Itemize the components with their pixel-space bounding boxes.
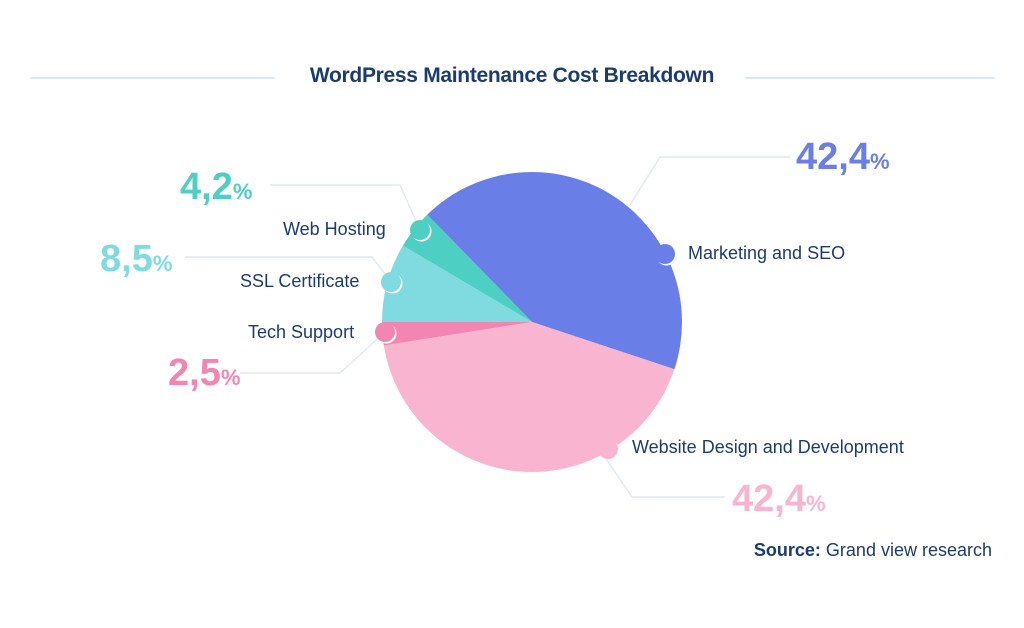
label-web-hosting: Web Hosting	[283, 219, 386, 239]
leader-website-design	[599, 449, 725, 498]
pie-slice-web-hosting	[402, 214, 532, 322]
dot-ssl-certificate	[381, 272, 401, 292]
label-marketing-seo: Marketing and SEO	[688, 243, 846, 263]
label-ssl-certificate: SSL Certificate	[240, 271, 360, 291]
leader-web-hosting	[270, 184, 421, 231]
dot-web-hosting	[410, 220, 430, 240]
leader-tech-support	[240, 331, 386, 374]
label-website-design: Website Design and Development	[632, 437, 904, 457]
title-rule-right	[745, 77, 995, 79]
value-website-design: 42,4%	[732, 478, 826, 520]
source-note: Source: Grand view research	[753, 540, 992, 560]
title-rule-left	[30, 77, 275, 79]
pie-slice-marketing-and-seo	[427, 171, 683, 370]
dot-marketing-and-seo	[655, 244, 675, 264]
leader-ssl-certificate	[185, 256, 392, 283]
value-web-hosting: 4,2%	[180, 166, 253, 208]
leader-marketing-seo	[629, 156, 790, 206]
pie-slice-website-design-and-development	[383, 322, 675, 473]
label-tech-support: Tech Support	[248, 322, 355, 342]
chart-title: WordPress Maintenance Cost Breakdown	[309, 64, 715, 87]
value-marketing-seo: 42,4%	[796, 136, 890, 178]
pie-slice-tech-support	[382, 322, 532, 346]
dot-website-design-and-development	[598, 439, 618, 459]
value-ssl-certificate: 8,5%	[100, 238, 173, 280]
pie-slice-ssl-certificate	[382, 245, 532, 322]
dot-tech-support	[375, 322, 395, 342]
value-tech-support: 2,5%	[168, 352, 241, 394]
